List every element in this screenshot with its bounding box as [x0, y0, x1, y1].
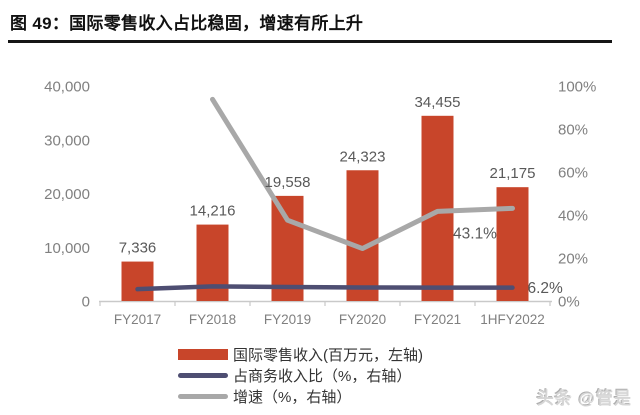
bar-value-label: 34,455	[415, 94, 461, 111]
legend-label-ratio: 占商务收入比（%，右轴）	[233, 367, 412, 385]
bar-value-label: 19,558	[265, 174, 311, 191]
x-axis-category-label: FY2021	[414, 312, 461, 327]
bar-value-label: 24,323	[340, 148, 386, 165]
revenue-bar-FY2017	[121, 261, 154, 301]
legend-item-revenue: 国际零售收入(百万元，左轴)	[178, 345, 423, 364]
right-axis-tick-label: 80%	[558, 122, 588, 139]
revenue-bar-FY2021	[421, 115, 454, 301]
ratio-line	[135, 284, 515, 292]
bar-value-label: 21,175	[490, 165, 536, 182]
revenue-bar-FY2019	[271, 195, 304, 301]
x-axis-category-label: FY2018	[189, 312, 236, 327]
ratio-last-annotation: 6.2%	[528, 280, 564, 297]
growth-line	[210, 96, 515, 252]
left-axis-tick-label: 30,000	[44, 132, 90, 149]
legend: 国际零售收入(百万元，左轴) 占商务收入比（%，右轴） 增速（%，右轴）	[178, 345, 423, 406]
revenue-bar-FY2020	[346, 170, 379, 301]
growth-line-swatch	[178, 393, 228, 399]
bar-value-label: 14,216	[190, 203, 236, 220]
x-axis-category-label: 1HFY2022	[480, 312, 545, 327]
figure-title: 图 49：国际零售收入占比稳固，增速有所上升	[10, 14, 364, 33]
revenue-bar-FY2018	[196, 224, 229, 301]
right-axis-tick-label: 40%	[558, 208, 588, 225]
right-axis-tick-label: 0%	[558, 294, 580, 311]
revenue-bar-swatch	[178, 348, 228, 360]
left-axis-tick-label: 10,000	[44, 240, 90, 257]
legend-label-growth: 增速（%，右轴）	[233, 388, 352, 406]
legend-item-ratio: 占商务收入比（%，右轴）	[178, 366, 423, 385]
toutiao-watermark: 头条 @管是	[536, 389, 632, 408]
legend-item-growth: 增速（%，右轴）	[178, 387, 423, 406]
title-underline	[8, 40, 612, 43]
revenue-bar-1HFY2022	[496, 187, 529, 301]
bar-value-label: 7,336	[119, 240, 157, 257]
right-axis-tick-label: 100%	[558, 79, 596, 96]
left-axis-tick-label: 20,000	[44, 186, 90, 203]
combo-chart: 40,000 30,000 20,000 10,000 0 100% 80% 60% 40% 20…	[44, 79, 596, 328]
left-axis-tick-label: 0	[82, 294, 90, 311]
x-axis-category-label: FY2019	[264, 312, 311, 327]
legend-label-revenue: 国际零售收入(百万元，左轴)	[233, 346, 423, 364]
ratio-line-swatch	[178, 372, 228, 378]
x-axis-category-label: FY2017	[114, 312, 161, 327]
growth-last-annotation: 43.1%	[453, 225, 497, 242]
left-axis-tick-label: 40,000	[44, 79, 90, 96]
right-axis-tick-label: 20%	[558, 251, 588, 268]
x-axis-category-label: FY2020	[339, 312, 386, 327]
right-axis-tick-label: 60%	[558, 165, 588, 182]
